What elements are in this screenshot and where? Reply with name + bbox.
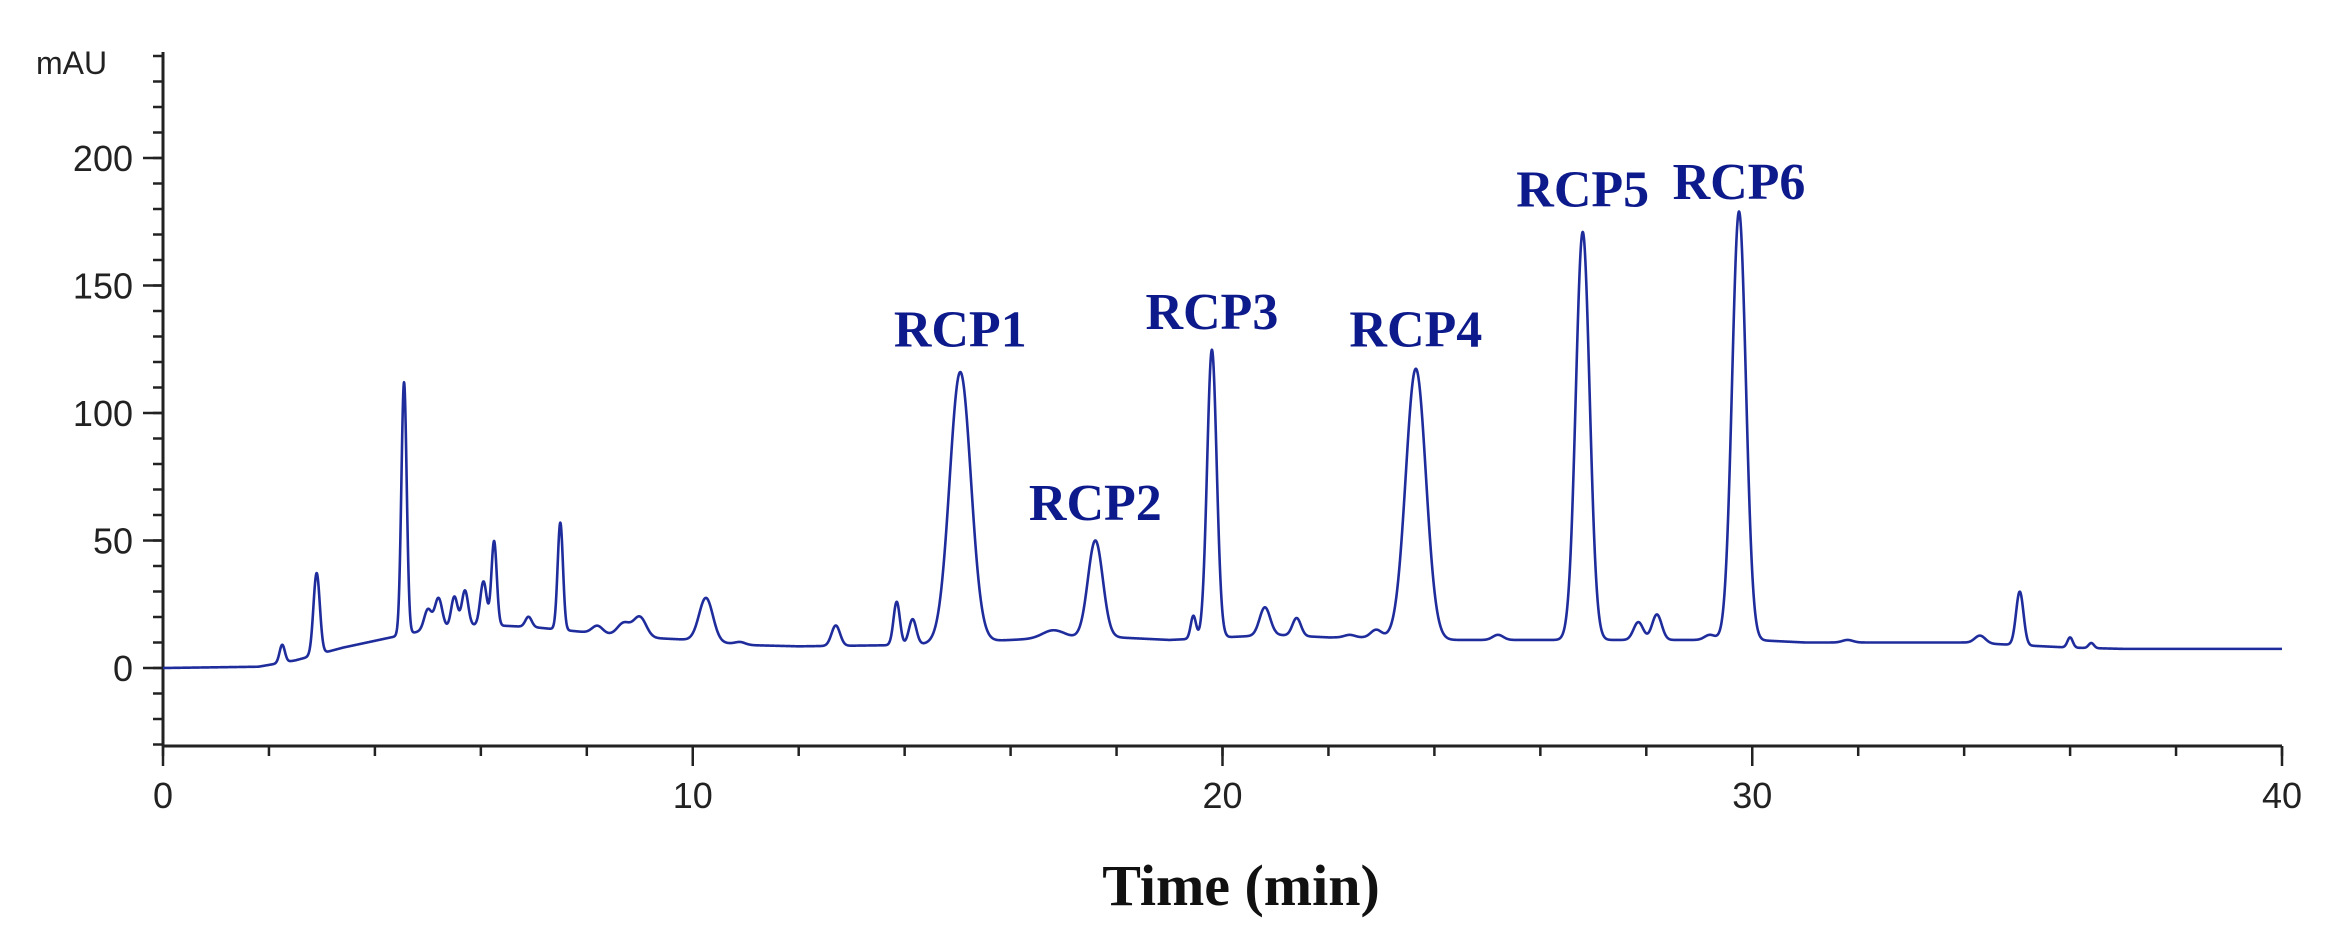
y-tick-label: 200 (73, 138, 133, 179)
x-axis-title: Time (min) (1102, 853, 1380, 918)
x-tick-label: 30 (1732, 775, 1772, 816)
y-tick-label: 0 (113, 648, 133, 689)
chromatogram-trace (163, 212, 2282, 668)
peak-label-rcp1: RCP1 (894, 302, 1027, 359)
peak-label-rcp3: RCP3 (1145, 284, 1278, 341)
y-tick-label: 150 (73, 266, 133, 307)
x-tick-label: 10 (673, 775, 713, 816)
y-unit-label: mAU (36, 45, 107, 81)
x-tick-label: 40 (2262, 775, 2302, 816)
y-tick-label: 100 (73, 393, 133, 434)
y-tick-label: 50 (93, 521, 133, 562)
peak-label-rcp5: RCP5 (1516, 161, 1649, 218)
peak-labels: RCP1 RCP2 RCP3 RCP4 RCP5 RCP6 (894, 154, 1806, 532)
x-tick-label: 0 (153, 775, 173, 816)
axis-ticks: 0 50 100 150 200 0 10 20 30 40 (73, 56, 2302, 816)
peak-label-rcp2: RCP2 (1029, 475, 1162, 532)
trace-group (163, 212, 2282, 668)
peak-label-rcp4: RCP4 (1349, 302, 1482, 359)
x-tick-label: 20 (1202, 775, 1242, 816)
peak-label-rcp6: RCP6 (1673, 154, 1806, 211)
